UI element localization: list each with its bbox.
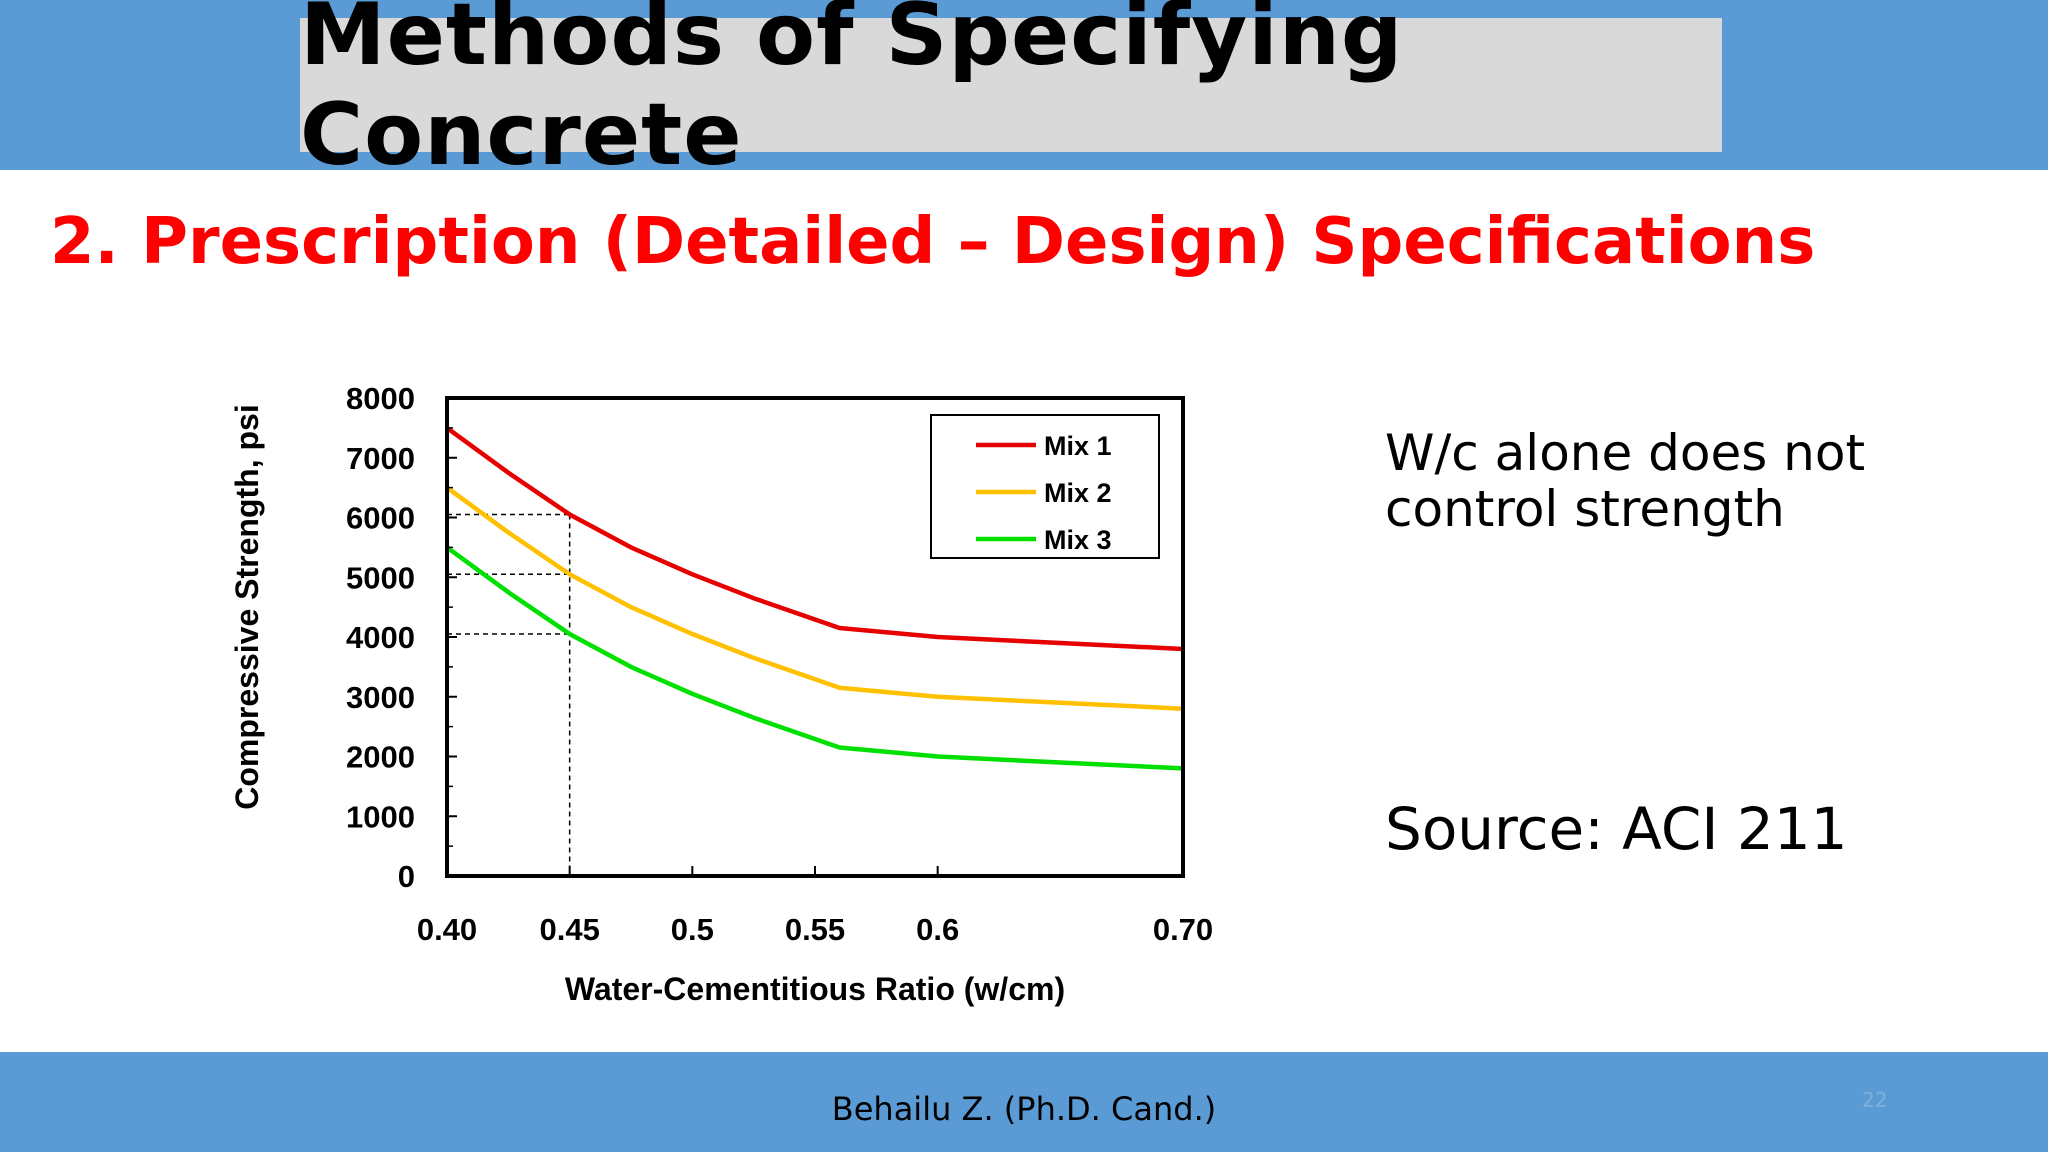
y-tick-label-4: 4000 [346,620,415,655]
y-tick-label-5: 5000 [346,560,415,595]
y-tick-label-1: 1000 [346,799,415,834]
x-tick-label-3: 0.55 [785,912,845,947]
series-line-mix-1 [445,426,1184,652]
y-axis-label: Compressive Strength, psi [229,404,265,809]
footer-band [0,1052,2048,1152]
note-line-1: W/c alone does not [1385,424,1866,482]
x-tick-label-0: 0.40 [417,912,477,947]
y-tick-label-3: 3000 [346,680,415,715]
x-tick-label-5: 0.70 [1153,912,1213,947]
note-line-2: control strength [1385,480,1785,538]
legend-label-1: Mix 2 [1044,478,1112,508]
series-line-mix-2 [445,485,1184,711]
legend-label-2: Mix 3 [1044,525,1112,555]
y-tick-label-2: 2000 [346,740,415,775]
slide-title: Methods of Specifying Concrete [300,0,1404,185]
footer-author: Behailu Z. (Ph.D. Cand.) [831,1090,1217,1128]
source-text: Source: ACI 211 [1385,795,1848,863]
slide-subtitle: 2. Prescription (Detailed – Design) Spec… [50,205,1816,279]
x-tick-label-2: 0.5 [671,912,714,947]
series-line-mix-3 [445,545,1184,771]
chart-svg: 0 1000 2000 3000 4000 5000 6000 7000 8000 0.40 0.4… [229,381,1213,1007]
y-tick-label-0: 0 [398,859,415,894]
x-tick-label-4: 0.6 [916,912,959,947]
y-tick-label-6: 6000 [346,501,415,536]
chart: 0 1000 2000 3000 4000 5000 6000 7000 8000 0.40 0.4… [0,360,1300,1030]
page-number: 22 [1862,1088,1888,1112]
x-axis-label: Water-Cementitious Ratio (w/cm) [565,971,1065,1007]
legend-box [930,414,1160,559]
title-box: Methods of Specifying Concrete [300,0,1722,185]
note-text: W/c alone does not control strength [1385,425,1865,537]
y-tick-label-8: 8000 [346,381,415,416]
legend-label-0: Mix 1 [1044,431,1112,461]
x-tick-label-1: 0.45 [539,912,599,947]
y-tick-label-7: 7000 [346,441,415,476]
